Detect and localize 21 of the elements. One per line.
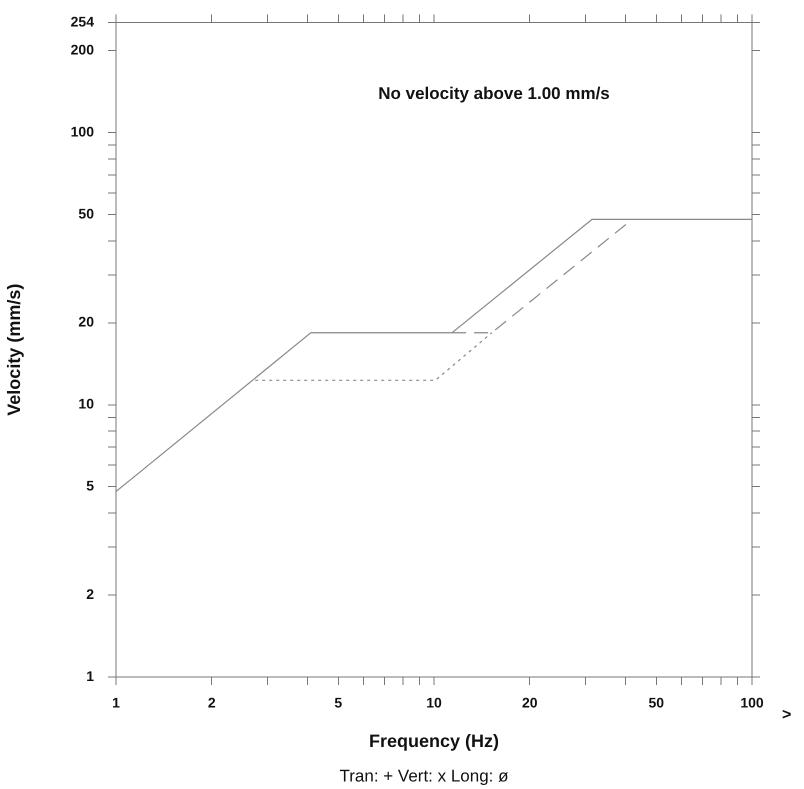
x-tick-label: 5 xyxy=(334,694,342,710)
x-tick-label: 20 xyxy=(522,694,538,710)
y-tick-label: 100 xyxy=(70,123,94,140)
x-tick-label: 100 xyxy=(740,694,764,710)
y-tick-label: 50 xyxy=(78,205,94,222)
y-tick-label: 1 xyxy=(86,668,94,684)
text: > xyxy=(782,706,792,724)
y-axis-title: Velocity (mm/s) xyxy=(4,284,24,416)
y-tick-label: 254 xyxy=(70,13,94,30)
x-tick-label: 1 xyxy=(112,694,120,710)
text: No velocity above 1.00 mm/s xyxy=(378,84,610,104)
y-tick-label: 200 xyxy=(70,42,94,58)
text: Tran: + Vert: x Long: ø xyxy=(340,766,508,786)
x-axis-title: Frequency (Hz) xyxy=(368,731,500,752)
x-tick-label: 2 xyxy=(208,694,216,710)
y-tick-label: 5 xyxy=(86,478,94,494)
x-tick-label: 50 xyxy=(648,694,664,710)
y-tick-label: 10 xyxy=(78,396,94,412)
y-tick-label: 20 xyxy=(78,314,94,330)
x-tick-label: 10 xyxy=(426,694,442,710)
y-tick-label: 2 xyxy=(86,586,94,602)
